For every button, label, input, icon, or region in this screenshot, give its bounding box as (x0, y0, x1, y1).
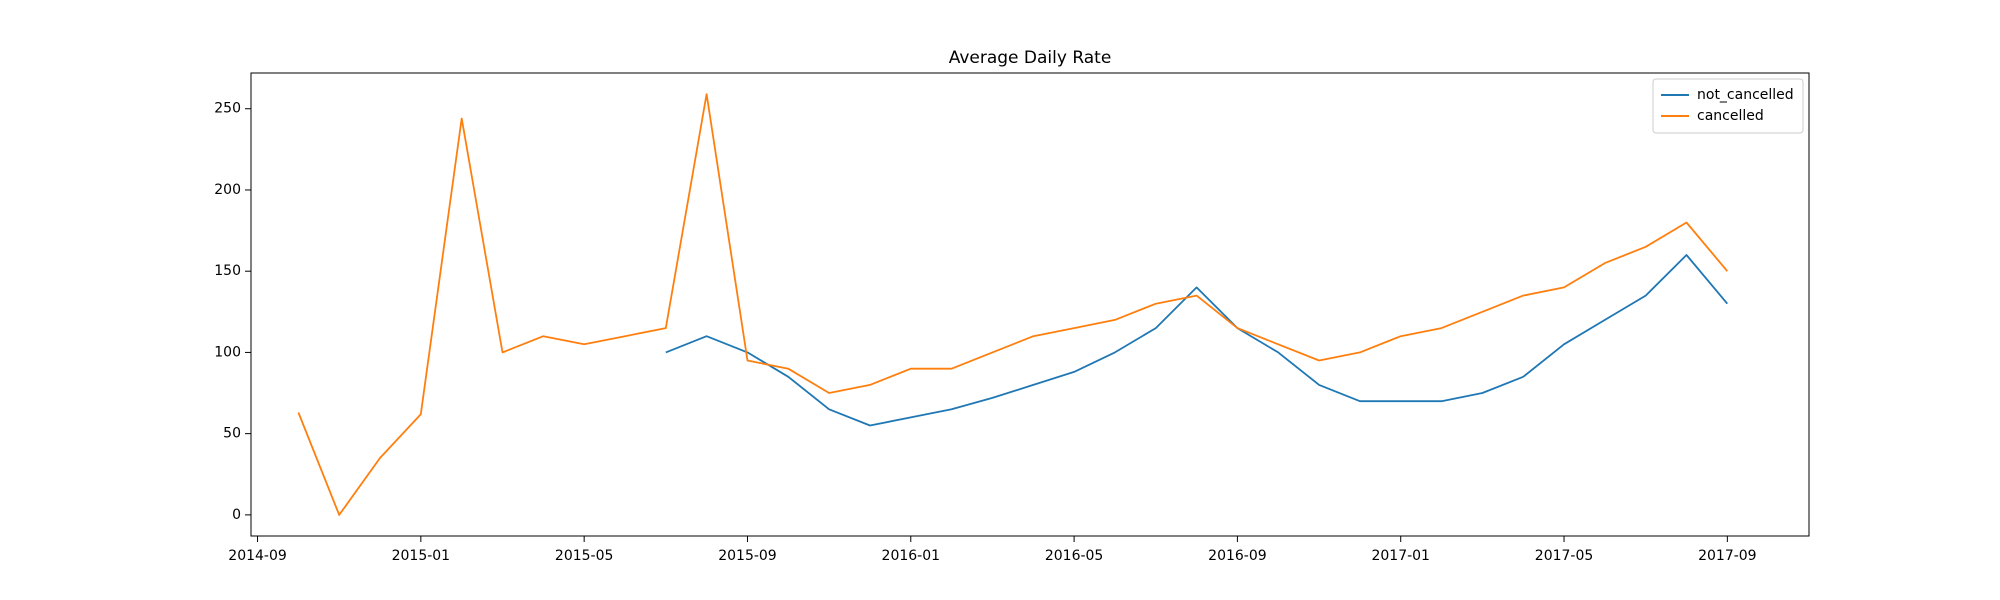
y-tick-label: 100 (214, 344, 241, 360)
x-tick-label: 2016-05 (1045, 548, 1104, 564)
chart-title: Average Daily Rate (949, 48, 1112, 68)
x-tick-label: 2015-09 (718, 548, 777, 564)
x-tick-label: 2016-09 (1208, 548, 1267, 564)
x-tick-label: 2017-05 (1535, 548, 1594, 564)
x-tick-label: 2017-01 (1371, 548, 1430, 564)
series-line (665, 254, 1728, 427)
legend-box (1652, 78, 1804, 134)
y-tick-label: 50 (223, 426, 241, 442)
x-tick-label: 2016-01 (882, 548, 941, 564)
y-tick-label: 250 (214, 101, 241, 117)
legend: not_cancelled cancelled (1652, 78, 1804, 134)
legend-label: cancelled (1697, 108, 1764, 124)
y-tick-label: 0 (232, 507, 241, 523)
x-tick-label: 2015-05 (555, 548, 614, 564)
x-tick-label: 2015-01 (392, 548, 451, 564)
y-tick-label: 150 (214, 263, 241, 279)
x-tick-label: 2014-09 (228, 548, 287, 564)
y-tick-label: 200 (214, 182, 241, 198)
series-line (297, 93, 1728, 516)
x-tick-label: 2017-09 (1698, 548, 1757, 564)
legend-label: not_cancelled (1697, 87, 1794, 103)
plot-frame (250, 72, 1810, 537)
